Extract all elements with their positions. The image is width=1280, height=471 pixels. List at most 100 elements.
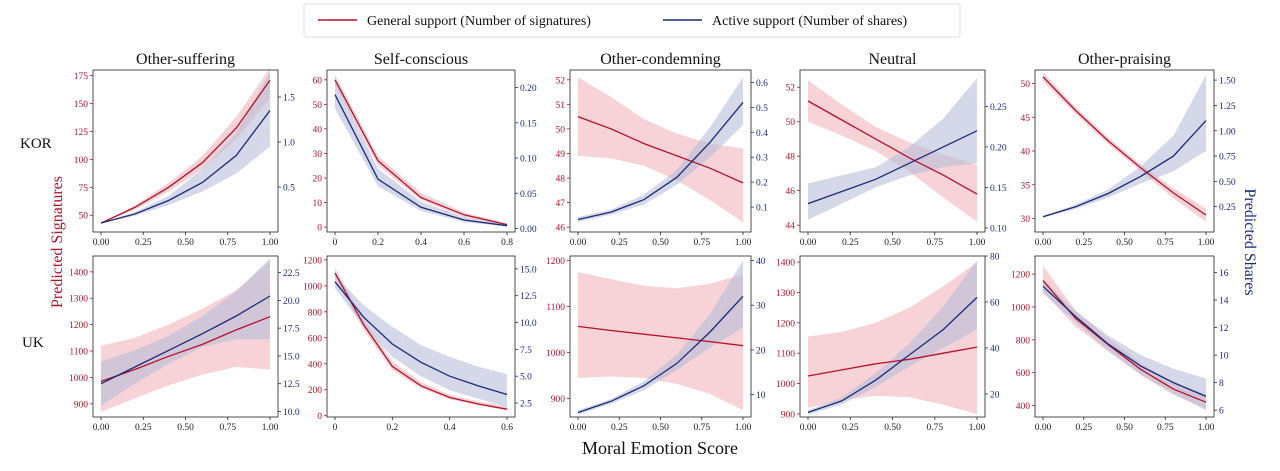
x-tick-label: 0.00	[800, 238, 817, 248]
x-tick-label: 0.75	[219, 238, 236, 248]
right-tick-label: 10	[1219, 352, 1229, 362]
left-tick-label: 60	[313, 76, 323, 86]
x-tick-label: 0.50	[652, 238, 669, 248]
left-tick-label: 30	[1021, 215, 1031, 225]
right-tick-label: 7.5	[520, 346, 532, 356]
left-tick-label: 40	[313, 125, 323, 135]
active-support-ci-band	[578, 260, 743, 415]
left-tick-label: 45	[1021, 114, 1031, 124]
legend-label-general: General support (Number of signatures)	[367, 14, 591, 29]
panel-title: Neutral	[869, 51, 918, 68]
active-support-line	[1042, 120, 1207, 218]
x-tick-label: 0.25	[1075, 238, 1092, 248]
x-tick-label: 1.00	[1198, 238, 1215, 248]
row-label-uk: UK	[22, 335, 44, 351]
general-support-ci-band	[335, 74, 507, 226]
active-support-ci-band	[808, 260, 977, 415]
x-axis-label: Moral Emotion Score	[582, 438, 738, 458]
general-support-line	[334, 79, 508, 226]
general-support-line	[334, 272, 508, 410]
right-tick-label: 0.50	[1219, 178, 1236, 188]
right-tick-label: 22.5	[283, 269, 300, 279]
left-tick-label: 1100	[776, 350, 795, 360]
left-tick-label: 0	[317, 412, 322, 422]
x-tick-label: 0.75	[1157, 238, 1174, 248]
right-tick-label: 80	[990, 253, 1000, 263]
right-tick-label: 0.25	[1219, 203, 1236, 213]
left-tick-label: 400	[1016, 402, 1031, 412]
active-support-ci-band	[1043, 75, 1206, 218]
left-tick-label: 46	[786, 187, 796, 197]
plot-frame	[326, 255, 516, 418]
x-tick-label: 0.4	[415, 238, 427, 248]
x-tick-label: 0.2	[386, 423, 398, 433]
right-tick-label: 6	[1219, 407, 1224, 417]
left-tick-label: 1200	[546, 257, 565, 267]
right-tick-label: 0.05	[520, 190, 537, 200]
right-tick-label: 12.5	[520, 292, 537, 302]
active-support-line	[334, 94, 508, 227]
panel-title: Self-conscious	[374, 51, 468, 68]
right-tick-label: 10.0	[283, 408, 300, 418]
general-support-ci-band	[808, 80, 977, 222]
left-tick-label: 35	[1021, 181, 1031, 191]
x-tick-label: 0.00	[800, 423, 817, 433]
x-tick-label: 0.00	[570, 238, 587, 248]
x-tick-label: 1.00	[969, 423, 986, 433]
left-tick-label: 600	[308, 334, 323, 344]
x-tick-label: 0.25	[135, 423, 152, 433]
left-tick-label: 900	[551, 395, 566, 405]
right-tick-label: 0.20	[520, 84, 537, 94]
x-tick-label: 0.00	[93, 238, 110, 248]
x-tick-label: 0.00	[93, 423, 110, 433]
x-tick-label: 0.50	[1116, 423, 1133, 433]
panel-kor-other-condemning: Other-condemning 0.00 0.25 0.50 0.75 1.00 46 47…	[556, 51, 769, 248]
left-tick-label: 49	[556, 150, 566, 160]
active-support-line	[577, 101, 744, 221]
general-support-line	[100, 79, 271, 224]
right-tick-label: 12.5	[283, 380, 300, 390]
x-tick-label: 0.75	[926, 423, 943, 433]
left-tick-label: 50	[786, 118, 796, 128]
right-tick-label: 0.4	[756, 129, 768, 139]
x-tick-label: 0.25	[611, 238, 628, 248]
right-tick-label: 0.1	[756, 204, 768, 214]
left-tick-label: 52	[786, 84, 796, 94]
left-tick-label: 1400	[776, 259, 795, 269]
panel-title: Other-condemning	[600, 51, 721, 68]
left-tick-label: 1100	[546, 303, 565, 313]
left-tick-label: 1200	[69, 321, 88, 331]
active-support-line	[807, 130, 978, 205]
panel-kor-other-suffering: Other-suffering 0.00 0.25 0.50 0.75 1.00 50 75 1…	[74, 51, 295, 248]
panel-uk-self-conscious: 0 0.2 0.4 0.6 0 200 400 600 800 1000 1200 2.5 5.0 7.5…	[303, 255, 537, 433]
left-tick-label: 10	[313, 199, 323, 209]
left-tick-label: 100	[74, 156, 89, 166]
panel-uk-other-praising: 0.00 0.25 0.50 0.75 1.00 400 600 800 1000 1200 6 8 1…	[1011, 255, 1229, 433]
x-tick-label: 1.00	[1198, 423, 1215, 433]
right-tick-label: 0.6	[756, 79, 768, 89]
active-support-line	[100, 110, 271, 224]
right-tick-label: 15.0	[520, 265, 537, 275]
right-tick-label: 40	[990, 345, 1000, 355]
x-tick-label: 0.00	[1035, 238, 1052, 248]
right-tick-label: 20	[756, 346, 766, 356]
x-tick-label: 0.50	[1116, 238, 1133, 248]
right-tick-label: 0.10	[520, 155, 537, 165]
panel-uk-other-condemning: 0.00 0.25 0.50 0.75 1.00 900 1000 1100 1200 10 20 3…	[546, 255, 766, 433]
left-tick-label: 1000	[546, 349, 565, 359]
right-tick-label: 8	[1219, 379, 1224, 389]
panel-title: Other-suffering	[136, 51, 235, 68]
x-tick-label: 0.50	[652, 423, 669, 433]
left-tick-label: 200	[308, 386, 323, 396]
left-tick-label: 1200	[1011, 271, 1030, 281]
left-tick-label: 125	[74, 128, 89, 138]
active-support-ci-band	[1043, 279, 1206, 411]
active-support-ci-band	[335, 80, 507, 227]
general-support-ci-band	[808, 262, 977, 414]
x-tick-label: 1.00	[735, 238, 752, 248]
x-tick-label: 0.6	[458, 238, 470, 248]
right-tick-label: 1.5	[283, 94, 295, 104]
x-tick-label: 0.75	[693, 238, 710, 248]
